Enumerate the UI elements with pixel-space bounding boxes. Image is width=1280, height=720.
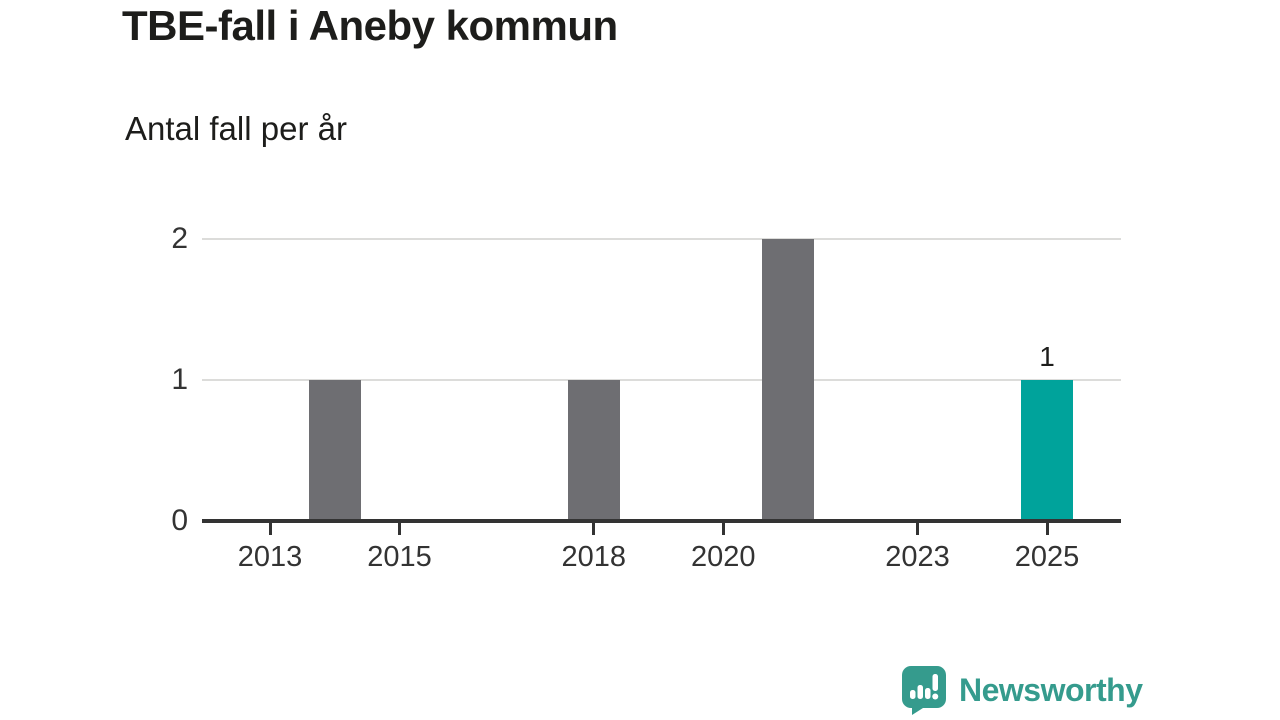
- newsworthy-logo-icon: [902, 666, 946, 715]
- brand-name: Newsworthy: [959, 671, 1143, 708]
- x-axis-label-2020: 2020: [690, 541, 756, 573]
- y-axis-label-0: 0: [171, 504, 188, 537]
- chart-subtitle: Antal fall per år: [125, 110, 347, 147]
- gridline-y-1: [202, 379, 1121, 381]
- bar-2021: [762, 239, 814, 521]
- x-axis-label-2013: 2013: [237, 541, 303, 573]
- x-axis-label-2018: 2018: [561, 541, 626, 573]
- x-axis-tick-2015: [398, 523, 401, 535]
- x-axis-tick-2020: [721, 523, 725, 535]
- bar-2025: [1021, 380, 1073, 521]
- x-axis-label-2023: 2023: [885, 541, 950, 573]
- x-axis-tick-2013: [268, 523, 272, 535]
- bar-2014: [308, 380, 361, 521]
- chart-title: TBE-fall i Aneby kommun: [122, 2, 618, 49]
- y-axis-label-1: 1: [171, 363, 188, 396]
- x-axis-label-2015: 2015: [367, 541, 432, 573]
- x-axis-tick-2018: [592, 523, 596, 535]
- x-axis-tick-2023: [916, 523, 919, 535]
- y-axis-label-2: 2: [171, 222, 188, 255]
- brand-footer: Newsworthy: [901, 665, 1143, 715]
- x-axis-line: [202, 519, 1121, 523]
- gridline-y-2: [202, 238, 1121, 240]
- bar-2018: [567, 380, 620, 521]
- x-axis-label-2025: 2025: [1014, 541, 1080, 573]
- bar-value-label-2025: 1: [1039, 341, 1055, 372]
- x-axis-tick-2025: [1045, 523, 1049, 535]
